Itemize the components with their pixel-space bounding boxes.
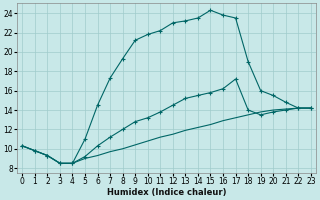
X-axis label: Humidex (Indice chaleur): Humidex (Indice chaleur): [107, 188, 226, 197]
